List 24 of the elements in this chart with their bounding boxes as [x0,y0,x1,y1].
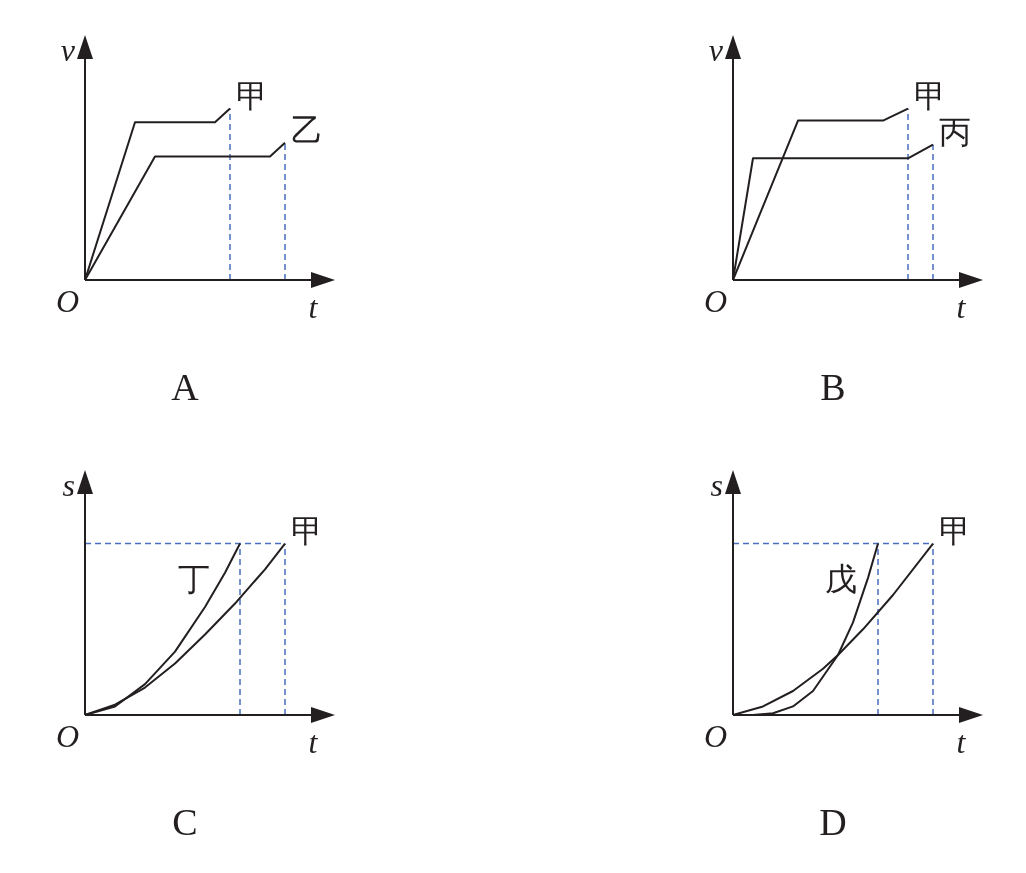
text: O [703,283,727,320]
y-axis-title: v [60,32,76,69]
series-label: 甲 [236,76,268,115]
text: O [703,718,727,755]
series-label: 丙 [939,112,971,151]
text: A [170,365,200,409]
series-label: 甲 [914,76,946,115]
x-axis-title: t [308,724,319,761]
text: B [819,365,847,409]
text: C [171,800,199,844]
y-axis-title: s [62,467,75,504]
y-axis-title: v [708,32,724,69]
series-label: 甲 [939,511,971,550]
text: O [55,283,79,320]
text: D [818,800,848,844]
series-label: 戊 [824,559,857,598]
x-axis-title: t [956,724,967,761]
series-label: 乙 [291,111,323,150]
series-label: 甲 [291,511,323,550]
series-label: 丁 [178,559,210,598]
x-axis-title: t [956,289,967,326]
y-axis-title: s [710,467,723,504]
x-axis-title: t [308,289,319,326]
text: O [55,718,79,755]
